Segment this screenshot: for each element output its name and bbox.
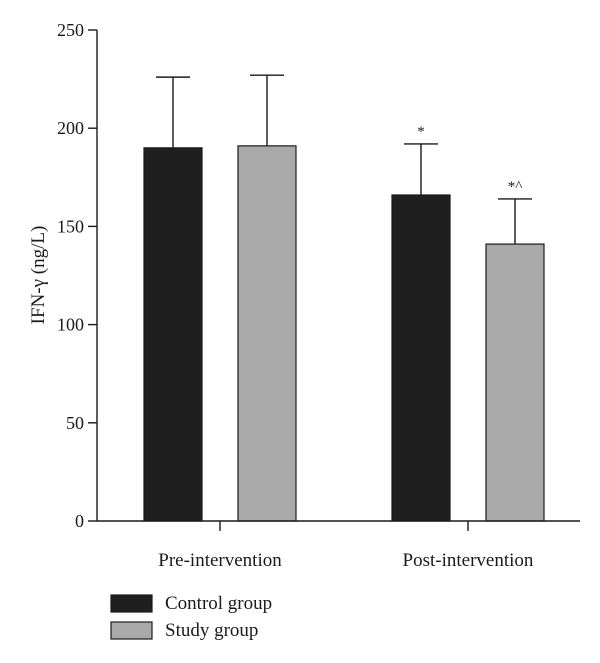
y-tick-label: 150 xyxy=(57,216,84,236)
y-tick-label: 100 xyxy=(57,315,84,335)
significance-marker: *^ xyxy=(508,179,523,195)
y-tick-label: 250 xyxy=(57,20,84,40)
bar-study-pre xyxy=(237,145,297,522)
legend: Control group Study group xyxy=(110,593,272,641)
legend-label-control: Control group xyxy=(165,593,272,614)
bars-layer: * *^ xyxy=(143,74,545,522)
axes-layer xyxy=(96,30,580,522)
x-category-label: Pre-intervention xyxy=(158,550,282,571)
ticks-layer: 0 50 100 150 200 250 Pre-intervention Post-inte… xyxy=(57,20,534,571)
y-tick-label: 50 xyxy=(66,413,84,433)
x-category-label: Post-intervention xyxy=(403,550,534,571)
legend-swatch-control xyxy=(110,594,153,613)
y-tick-label: 200 xyxy=(57,118,84,138)
bar-control-pre xyxy=(143,147,203,522)
legend-swatch-study xyxy=(110,621,153,640)
y-axis-title: IFN-γ (ng/L) xyxy=(28,226,49,325)
legend-label-study: Study group xyxy=(165,620,258,641)
bar-study-post xyxy=(485,243,545,522)
significance-marker: * xyxy=(417,124,425,140)
bar-control-post xyxy=(391,194,451,522)
y-tick-label: 0 xyxy=(75,511,84,531)
